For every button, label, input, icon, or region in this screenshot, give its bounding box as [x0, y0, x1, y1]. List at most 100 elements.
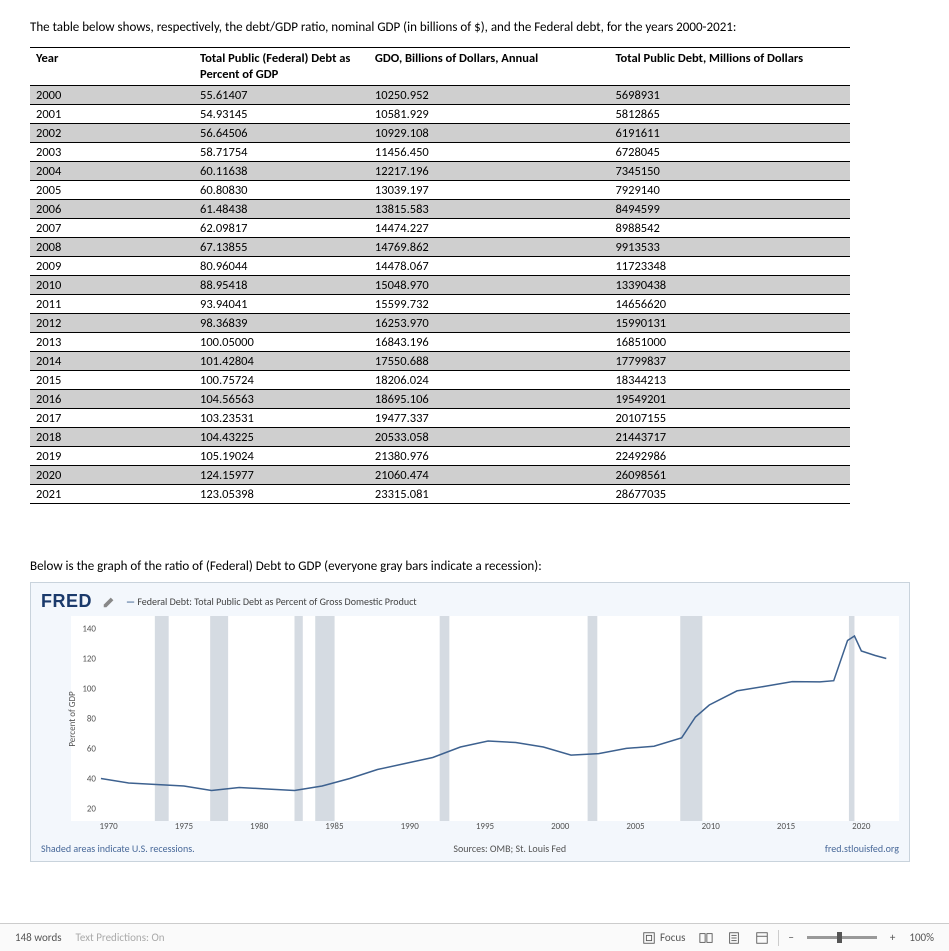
- table-row: 2019105.1902421380.97622492986: [30, 447, 850, 466]
- svg-text:20: 20: [87, 804, 97, 815]
- cell: 2013: [30, 333, 194, 352]
- legend: — Federal Debt: Total Public Debt as Per…: [126, 595, 417, 608]
- table-row: 200560.8083013039.1977929140: [30, 181, 850, 200]
- zoom-in-button[interactable]: +: [883, 931, 902, 944]
- table-row: 201193.9404115599.73214656620: [30, 295, 850, 314]
- cell: 14656620: [609, 295, 850, 314]
- cell: 21060.474: [369, 466, 610, 485]
- cell: 104.56563: [194, 390, 369, 409]
- cell: 2018: [30, 428, 194, 447]
- table-row: 2013100.0500016843.19616851000: [30, 333, 850, 352]
- svg-text:140: 140: [82, 624, 96, 635]
- cell: 15990131: [609, 314, 850, 333]
- svg-text:80: 80: [87, 714, 97, 725]
- table-row: 201298.3683916253.97015990131: [30, 314, 850, 333]
- table-row: 200867.1385514769.8629913533: [30, 238, 850, 257]
- cell: 2002: [30, 124, 194, 143]
- table-row: 200358.7175411456.4506728045: [30, 143, 850, 162]
- cell: 5812865: [609, 105, 850, 124]
- cell: 17550.688: [369, 352, 610, 371]
- cell: 2019: [30, 447, 194, 466]
- table-row: 200256.6450610929.1086191611: [30, 124, 850, 143]
- cell: 55.61407: [194, 86, 369, 105]
- cell: 2000: [30, 86, 194, 105]
- table-row: 2018104.4322520533.05821443717: [30, 428, 850, 447]
- cell: 2015: [30, 371, 194, 390]
- cell: 13815.583: [369, 200, 610, 219]
- cell: 8988542: [609, 219, 850, 238]
- table-row: 2017103.2353119477.33720107155: [30, 409, 850, 428]
- cell: 88.95418: [194, 276, 369, 295]
- print-icon: [727, 931, 741, 945]
- svg-text:100: 100: [82, 684, 96, 695]
- intro-text: The table below shows, respectively, the…: [30, 20, 919, 35]
- cell: 26098561: [609, 466, 850, 485]
- svg-text:60: 60: [87, 744, 97, 755]
- table-row: 200460.1163812217.1967345150: [30, 162, 850, 181]
- print-layout-button[interactable]: [720, 931, 748, 945]
- table-row: 2015100.7572418206.02418344213: [30, 371, 850, 390]
- cell: 2009: [30, 257, 194, 276]
- cell: 2017: [30, 409, 194, 428]
- zoom-out-button[interactable]: −: [781, 931, 800, 944]
- y-axis-label: Percent of GDP: [67, 691, 78, 746]
- cell: 2021: [30, 485, 194, 504]
- table-row: 2014101.4280417550.68817799837: [30, 352, 850, 371]
- cell: 15599.732: [369, 295, 610, 314]
- cell: 2010: [30, 276, 194, 295]
- zoom-level[interactable]: 100%: [902, 931, 941, 944]
- cell: 2003: [30, 143, 194, 162]
- cell: 18344213: [609, 371, 850, 390]
- table-row: 201088.9541815048.97013390438: [30, 276, 850, 295]
- cell: 100.75724: [194, 371, 369, 390]
- cell: 56.64506: [194, 124, 369, 143]
- cell: 98.36839: [194, 314, 369, 333]
- cell: 15048.970: [369, 276, 610, 295]
- chart-caption: Below is the graph of the ratio of (Fede…: [30, 559, 919, 574]
- cell: 123.05398: [194, 485, 369, 504]
- cell: 13039.197: [369, 181, 610, 200]
- cell: 60.80830: [194, 181, 369, 200]
- cell: 58.71754: [194, 143, 369, 162]
- cell: 18695.106: [369, 390, 610, 409]
- svg-text:40: 40: [87, 774, 97, 785]
- table-row: 200154.9314510581.9295812865: [30, 105, 850, 124]
- cell: 7929140: [609, 181, 850, 200]
- svg-text:120: 120: [82, 654, 96, 665]
- cell: 2014: [30, 352, 194, 371]
- cell: 2008: [30, 238, 194, 257]
- chart-edit-icon: [102, 595, 116, 609]
- table-row: 2016104.5656318695.10619549201: [30, 390, 850, 409]
- table-row: 2021123.0539823315.08128677035: [30, 485, 850, 504]
- cell: 124.15977: [194, 466, 369, 485]
- status-bar: 148 words Text Predictions: On Focus − +…: [0, 923, 949, 951]
- cell: 101.42804: [194, 352, 369, 371]
- cell: 10250.952: [369, 86, 610, 105]
- debt-table: Year Total Public (Federal) Debt as Perc…: [30, 47, 850, 504]
- cell: 21380.976: [369, 447, 610, 466]
- cell: 80.96044: [194, 257, 369, 276]
- cell: 12217.196: [369, 162, 610, 181]
- focus-button[interactable]: Focus: [635, 931, 692, 945]
- web-icon: [755, 931, 769, 945]
- web-layout-button[interactable]: [748, 931, 776, 945]
- cell: 8494599: [609, 200, 850, 219]
- cell: 100.05000: [194, 333, 369, 352]
- fred-logo: FRED: [41, 591, 92, 612]
- focus-icon: [642, 931, 656, 945]
- cell: 20533.058: [369, 428, 610, 447]
- cell: 16851000: [609, 333, 850, 352]
- zoom-slider[interactable]: [807, 936, 877, 939]
- text-predictions[interactable]: Text Predictions: On: [69, 931, 172, 944]
- cell: 6191611: [609, 124, 850, 143]
- cell: 10929.108: [369, 124, 610, 143]
- footer-left: Shaded areas indicate U.S. recessions.: [41, 842, 195, 855]
- cell: 23315.081: [369, 485, 610, 504]
- footer-mid: Sources: OMB; St. Louis Fed: [453, 842, 566, 855]
- table-row: 200055.6140710250.9525698931: [30, 86, 850, 105]
- table-row: 2020124.1597721060.47426098561: [30, 466, 850, 485]
- read-mode-button[interactable]: [692, 931, 720, 945]
- th-debt: Total Public Debt, Millions of Dollars: [609, 48, 850, 86]
- cell: 21443717: [609, 428, 850, 447]
- word-count[interactable]: 148 words: [8, 931, 69, 944]
